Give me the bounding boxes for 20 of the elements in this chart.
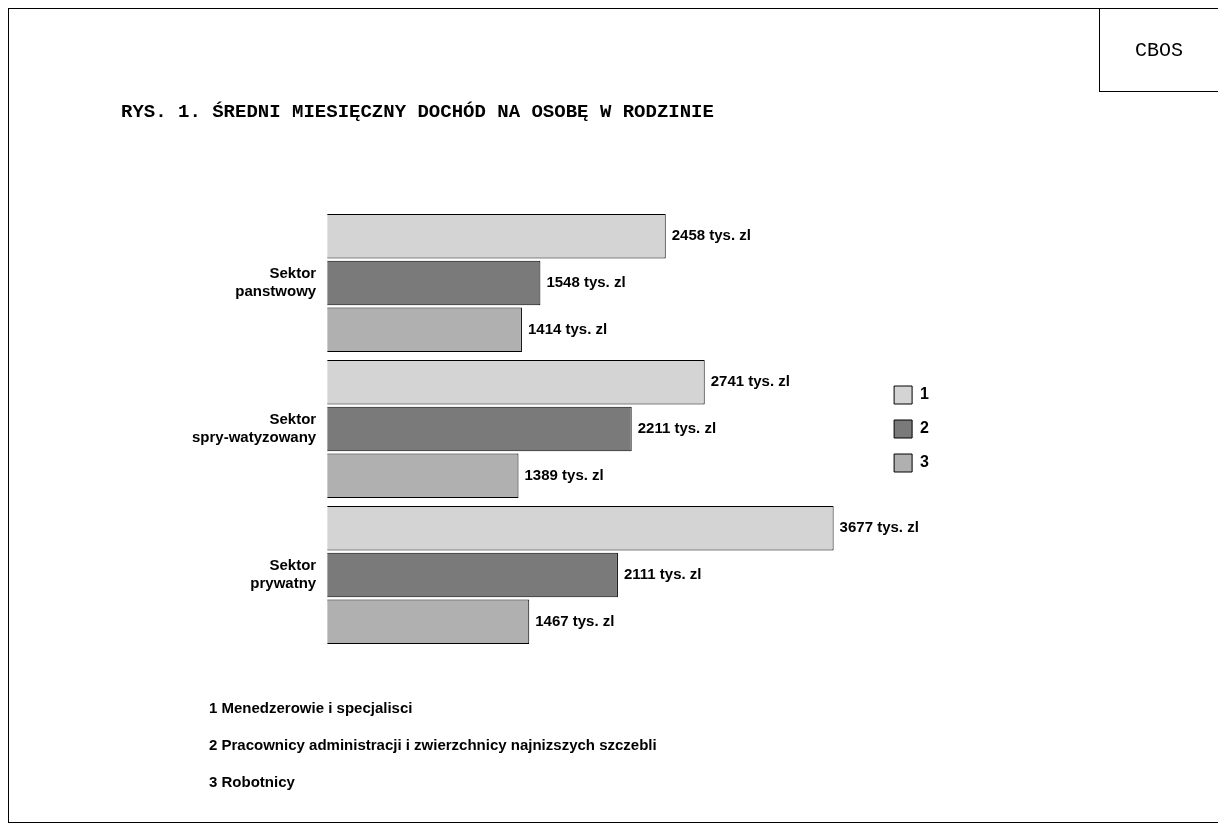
text: 2 Pracownicy administracji i zwierzchnicy najnizszych szczebli	[209, 736, 657, 753]
data-label: 1414 tys. zl	[527, 319, 608, 337]
data-label: 2741 tys. zl	[710, 372, 790, 390]
y-tick-label: Sektor spry-watyzowany	[191, 410, 317, 446]
text: 1 Menedzerowie i specjalisci	[209, 699, 414, 716]
legend-label: 2	[920, 419, 930, 437]
data-label: 3677 tys. zl	[839, 518, 919, 536]
data-label: 1467 tys. zl	[535, 611, 615, 629]
y-tick-label: Sektor prywatny	[250, 556, 317, 592]
text: CBOS	[1099, 9, 1218, 92]
chart-title: RYS. 1. ŚREDNI MIESIĘCZNY DOCHÓD NA OSOBĘ W RODZINIE	[121, 101, 714, 123]
y-tick-label: Sektor panstwowy	[235, 264, 317, 300]
data-label: 2211 tys. zl	[637, 419, 717, 437]
text: 3 Robotnicy	[209, 773, 296, 790]
data-label: 1548 tys. zl	[546, 273, 626, 291]
data-label: 2111 tys. zl	[623, 565, 702, 583]
legend-label: 3	[920, 453, 930, 471]
legend-label: 1	[920, 385, 930, 403]
data-label: 2458 tys. zl	[671, 226, 751, 244]
data-label: 1389 tys. zl	[524, 465, 604, 483]
